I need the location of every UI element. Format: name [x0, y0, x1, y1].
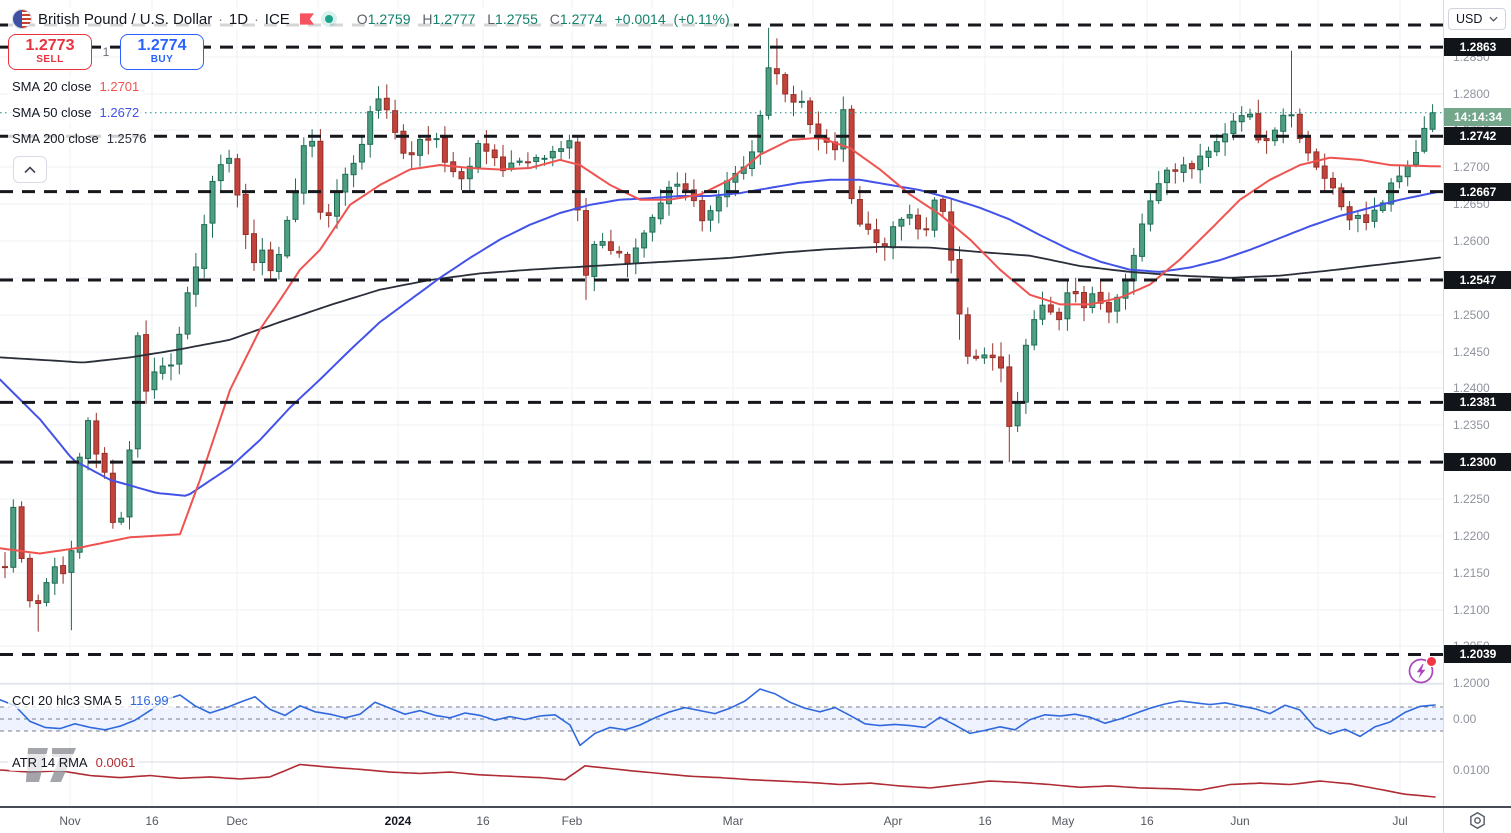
time-axis-label: 16 — [1140, 814, 1154, 828]
sma20-value: 1.2701 — [99, 79, 140, 94]
time-axis-label: Mar — [722, 814, 744, 828]
price-tick-label: 1.2000 — [1453, 676, 1490, 690]
price-tick-label: 1.2100 — [1453, 603, 1490, 617]
change-value: +0.0014 — [614, 11, 666, 27]
price-tick-label: 1.2600 — [1453, 234, 1490, 248]
market-status-icon[interactable] — [320, 11, 337, 27]
close-label: C — [549, 11, 560, 27]
symbol-title[interactable]: British Pound / U.S. Dollar — [38, 10, 213, 28]
low-label: L — [487, 11, 496, 27]
spread-value: 1 — [102, 45, 110, 59]
cci-line — [0, 688, 1436, 747]
sma200-name: SMA 200 close — [12, 131, 99, 146]
time-axis-label: Dec — [226, 814, 248, 828]
sell-button[interactable]: 1.2773 SELL — [8, 34, 92, 70]
indicator-legend-sma200[interactable]: SMA 200 close 1.2576 — [8, 129, 151, 148]
time-axis-label: Jun — [1230, 814, 1250, 828]
buy-button[interactable]: 1.2774 BUY — [120, 34, 204, 70]
time-axis-label: Jul — [1392, 814, 1408, 828]
sell-label: SELL — [36, 54, 64, 66]
price-tick-label: 1.2700 — [1453, 160, 1490, 174]
bar-countdown-label: 14:14:34 — [1444, 108, 1511, 126]
level-price-label: 1.2300 — [1444, 453, 1511, 471]
level-price-label: 1.2547 — [1444, 271, 1511, 289]
currency-dropdown[interactable]: USD — [1448, 8, 1506, 30]
low-value: 1.2755 — [495, 11, 538, 27]
time-axis[interactable]: Nov 16 Dec 2024 16 Feb Mar Apr 16 May 16 Jun Jul — [0, 806, 1511, 833]
atr-line — [0, 763, 1436, 798]
sma200-line — [0, 245, 1441, 364]
atr-indicator-legend[interactable]: ATR 14 RMA 0.0061 — [8, 754, 140, 771]
atr-axis-label: 0.0100 — [1453, 763, 1490, 777]
sell-price: 1.2773 — [25, 37, 75, 55]
collapse-legend-button[interactable] — [13, 156, 47, 183]
lightning-boost-button[interactable] — [1407, 656, 1437, 687]
ohlc-values: O1.2759 H1.2777 L1.2755 C1.2774 +0.0014 … — [349, 11, 730, 27]
indicator-legend-sma20[interactable]: SMA 20 close 1.2701 — [8, 77, 144, 96]
time-axis-label: Feb — [561, 814, 583, 828]
price-tick-label: 1.2800 — [1453, 87, 1490, 101]
price-tick-label: 1.2150 — [1453, 566, 1490, 580]
notification-dot — [1426, 656, 1437, 667]
time-axis-label: Nov — [59, 814, 81, 828]
price-axis[interactable]: USD 14:14:34 0.00 0.0100 1.2850 1.2800 1.2… — [1443, 0, 1511, 806]
level-price-label: 1.2039 — [1444, 645, 1511, 663]
open-label: O — [356, 11, 368, 27]
time-axis-label: Apr — [883, 814, 903, 828]
close-value: 1.2774 — [559, 11, 603, 27]
sma50-value: 1.2672 — [99, 105, 140, 120]
sma20-name: SMA 20 close — [12, 79, 92, 94]
atr-name: ATR 14 RMA — [12, 755, 88, 770]
cci-value: 116.99 — [129, 693, 169, 708]
indicator-legend-sma50[interactable]: SMA 50 close 1.2672 — [8, 103, 144, 122]
price-tick-label: 1.2350 — [1453, 418, 1490, 432]
level-price-label: 1.2381 — [1444, 393, 1511, 411]
separator-dot: · — [254, 11, 259, 27]
timeframe-label[interactable]: 1D — [228, 10, 249, 28]
price-tick-label: 1.2500 — [1453, 308, 1490, 322]
price-tick-label: 1.2450 — [1453, 345, 1490, 359]
time-axis-label: 16 — [978, 814, 992, 828]
sma50-line — [0, 178, 1441, 497]
price-tick-label: 1.2200 — [1453, 529, 1490, 543]
high-label: H — [422, 11, 433, 27]
buy-label: BUY — [150, 54, 174, 66]
price-chart[interactable] — [0, 0, 1443, 806]
separator-dot: · — [218, 11, 223, 27]
gbpusd-flag-icon — [12, 9, 32, 29]
cci-axis-label: 0.00 — [1453, 712, 1477, 726]
cci-name: CCI 20 hlc3 SMA 5 — [12, 693, 122, 708]
currency-label: USD — [1456, 12, 1483, 26]
exchange-label[interactable]: ICE — [264, 10, 290, 28]
high-value: 1.2777 — [432, 11, 476, 27]
symbol-legend[interactable]: British Pound / U.S. Dollar · 1D · ICE O… — [8, 8, 734, 30]
sma20-line — [0, 136, 1441, 555]
level-price-label: 1.2667 — [1444, 183, 1511, 201]
level-price-label: 1.2742 — [1444, 127, 1511, 145]
axis-settings-icon[interactable] — [1468, 811, 1487, 830]
time-axis-label: 16 — [145, 814, 159, 828]
atr-value: 0.0061 — [95, 755, 136, 770]
price-tick-label: 1.2400 — [1453, 381, 1490, 395]
level-price-label: 1.2863 — [1444, 38, 1511, 56]
time-axis-corner — [1443, 808, 1511, 833]
time-axis-label: May — [1051, 814, 1075, 828]
red-flag-icon[interactable] — [299, 13, 315, 25]
time-axis-label: 2024 — [384, 814, 412, 828]
time-axis-label: 16 — [476, 814, 490, 828]
chevron-down-icon — [1489, 16, 1498, 22]
price-tick-label: 1.2250 — [1453, 492, 1490, 506]
sma50-name: SMA 50 close — [12, 105, 92, 120]
open-value: 1.2759 — [367, 11, 411, 27]
cci-indicator-legend[interactable]: CCI 20 hlc3 SMA 5 116.99 — [8, 692, 173, 709]
sma200-value: 1.2576 — [106, 131, 147, 146]
change-percent: (+0.11%) — [673, 11, 730, 27]
buy-price: 1.2774 — [137, 37, 187, 55]
chevron-up-icon — [24, 165, 36, 174]
